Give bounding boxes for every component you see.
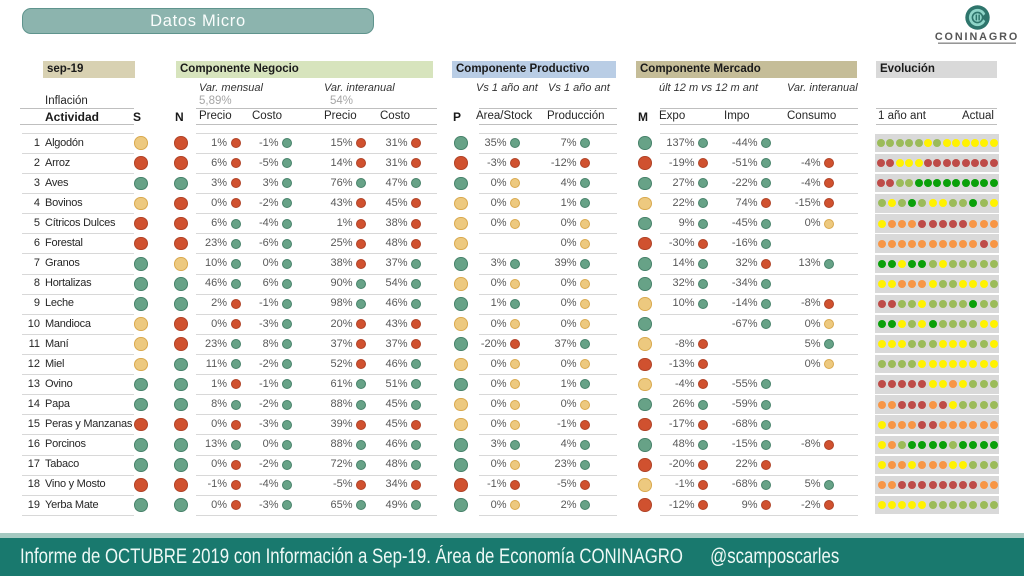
svg-text:CONINAGRO: CONINAGRO xyxy=(935,31,1019,43)
